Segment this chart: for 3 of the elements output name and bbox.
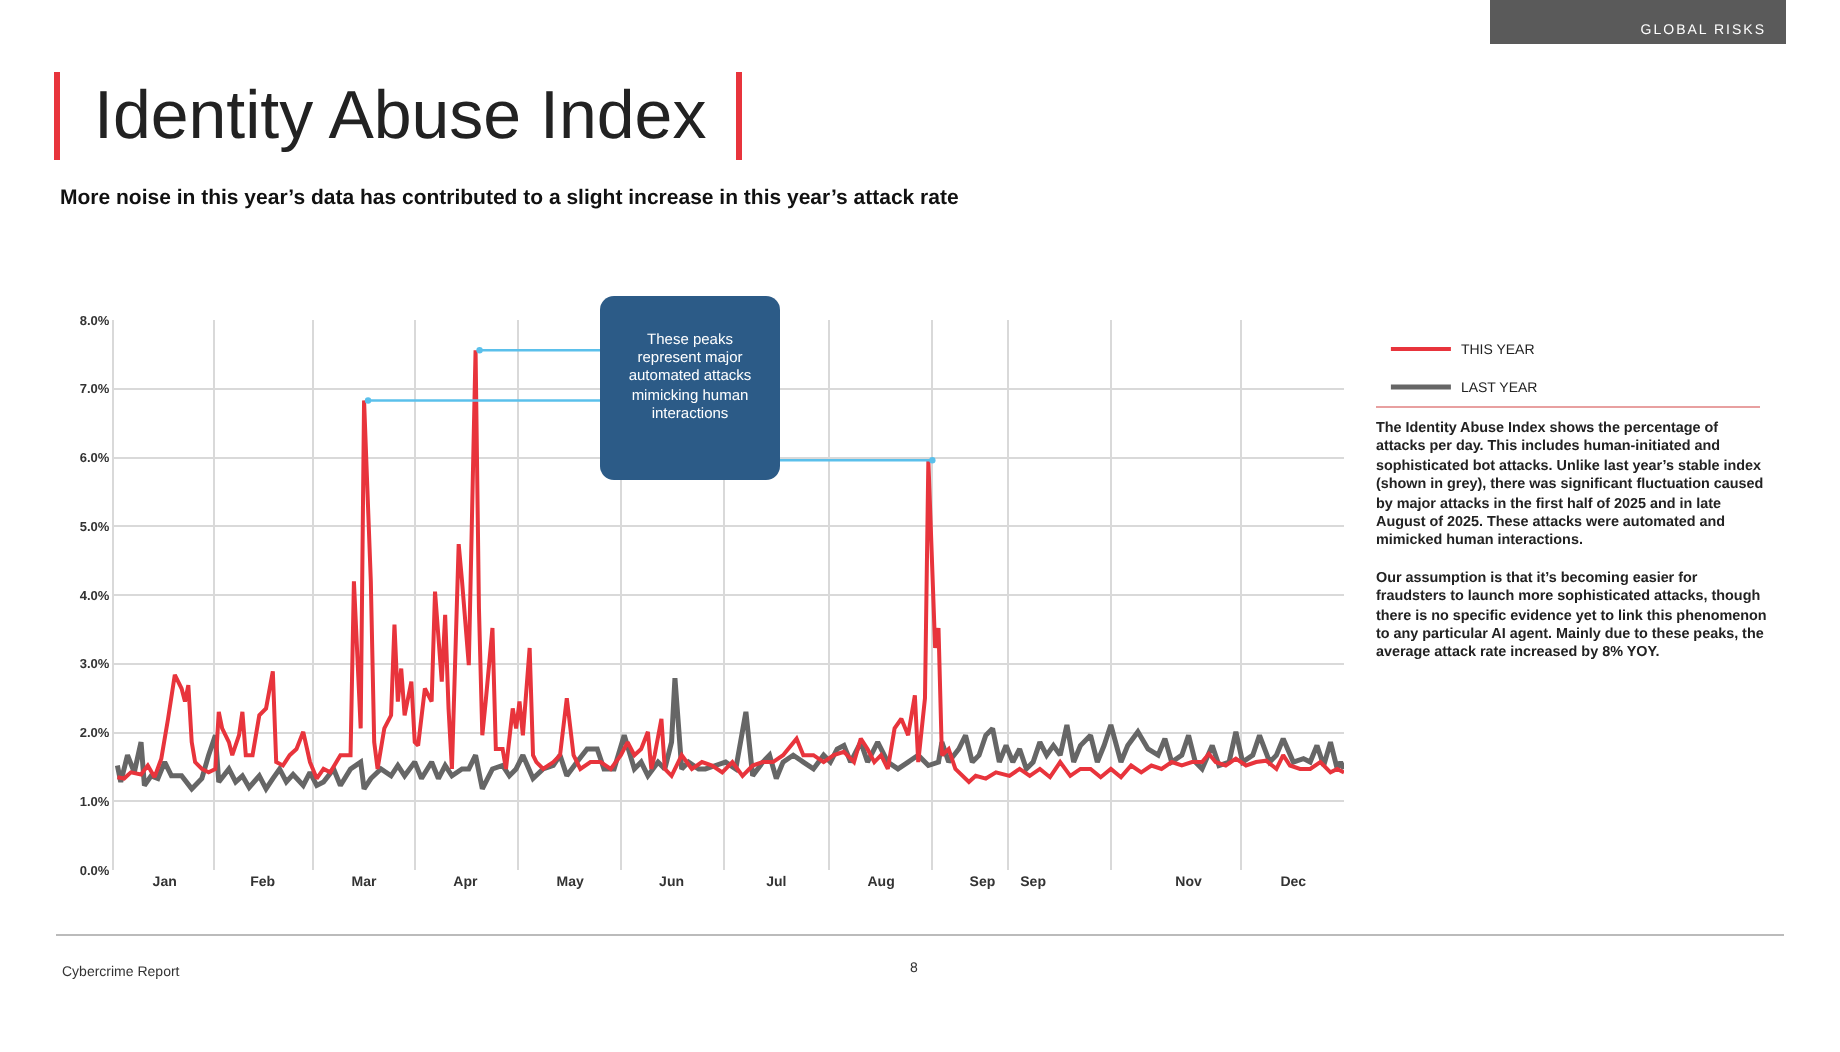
chart-title: Identity Abuse Index [54,72,743,160]
chart-subtitle: More noise in this year’s data has contributed to a slight increase in this year’s attack rate [60,186,959,210]
line-series [115,347,1344,784]
